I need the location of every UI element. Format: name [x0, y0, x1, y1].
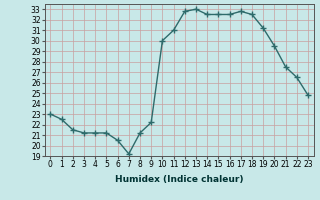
X-axis label: Humidex (Indice chaleur): Humidex (Indice chaleur) — [115, 175, 244, 184]
